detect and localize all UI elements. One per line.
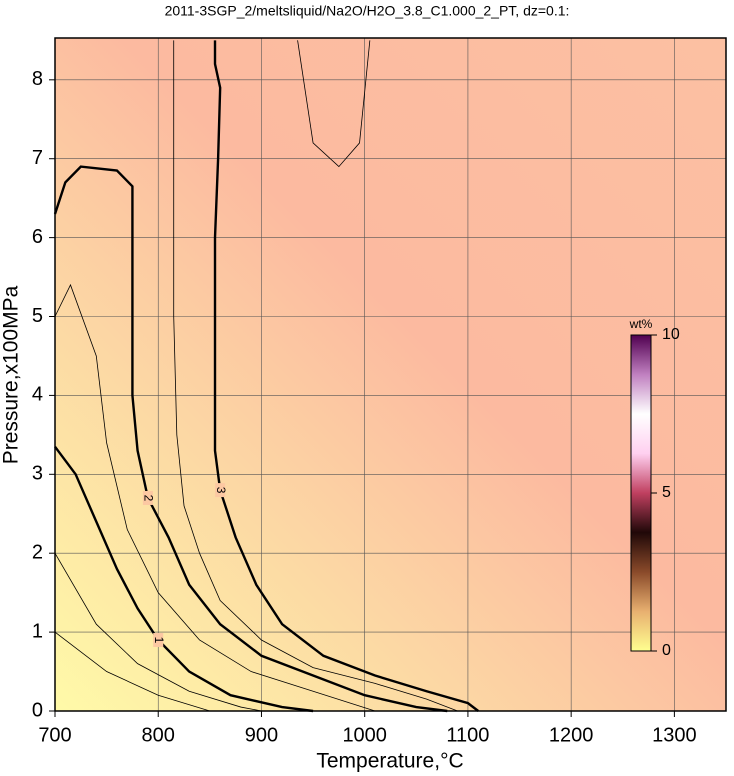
y-tick-label: 0 xyxy=(32,699,43,721)
y-tick-label: 3 xyxy=(32,463,43,485)
y-tick-label: 4 xyxy=(32,384,43,406)
y-axis-label: Pressure,x100MPa xyxy=(0,285,23,464)
x-axis-label: Temperature,°C xyxy=(316,750,463,773)
y-tick-label: 7 xyxy=(32,147,43,169)
contour-label: 1 xyxy=(152,637,166,644)
y-tick-label: 8 xyxy=(32,68,43,90)
colorbar-tick-label: 0 xyxy=(662,642,671,659)
x-tick-label: 800 xyxy=(142,724,175,746)
x-tick-label: 900 xyxy=(245,724,278,746)
contour-line xyxy=(54,283,376,712)
colorbar-tick-label: 5 xyxy=(662,484,671,501)
contour-label: 3 xyxy=(214,487,228,494)
y-tick-label: 1 xyxy=(32,620,43,642)
x-tick-label: 1200 xyxy=(549,724,594,746)
colorbar-tick-label: 10 xyxy=(662,326,680,343)
colorbar xyxy=(630,334,652,652)
plot-frame xyxy=(54,37,727,712)
y-tick-label: 5 xyxy=(32,305,43,327)
contour-line xyxy=(54,445,314,713)
x-tick-label: 700 xyxy=(38,724,71,746)
plot-background xyxy=(55,38,726,711)
colorbar-label: wt% xyxy=(629,317,653,331)
contour-line xyxy=(297,40,371,168)
contour-line xyxy=(173,40,458,712)
y-tick-label: 2 xyxy=(32,541,43,563)
x-tick-label: 1300 xyxy=(652,724,697,746)
contour-label: 2 xyxy=(142,495,156,502)
y-tick-label: 6 xyxy=(32,226,43,248)
x-tick-label: 1000 xyxy=(342,724,387,746)
contour-line xyxy=(54,631,210,712)
x-tick-label: 1100 xyxy=(446,724,489,746)
contour-line xyxy=(54,553,262,712)
chart-title: 2011-3SGP_2/meltsliquid/Na2O/H2O_3.8_C1.… xyxy=(165,3,570,19)
